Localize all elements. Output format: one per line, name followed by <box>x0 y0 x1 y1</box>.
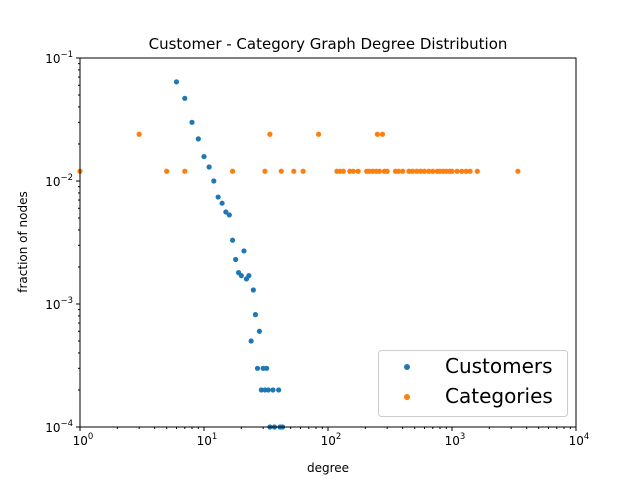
legend-marker-categories <box>404 394 410 400</box>
category-point <box>136 131 142 137</box>
category-point <box>409 168 416 174</box>
plot-frame <box>79 57 577 428</box>
customer-point <box>256 328 263 334</box>
x-axis-label: degree <box>307 461 349 475</box>
customer-point <box>206 164 212 170</box>
axis-ticks: 100 101 102 103 104 10−4 10−3 10−2 10−1 <box>45 50 589 448</box>
x-tick-label: 102 <box>321 432 342 448</box>
y-tick-label: 10−1 <box>45 50 73 66</box>
legend-label-customers: Customers <box>445 354 553 378</box>
category-point <box>355 168 361 174</box>
category-point <box>400 168 406 174</box>
customer-point <box>238 273 244 279</box>
category-point <box>291 168 297 174</box>
legend: Customers Categories <box>378 350 568 417</box>
data-points <box>77 79 521 430</box>
customer-point <box>252 312 259 318</box>
category-point <box>316 131 322 137</box>
customer-point <box>254 365 261 371</box>
customer-point <box>264 365 270 371</box>
category-point <box>426 168 432 174</box>
customer-point <box>270 387 276 393</box>
category-point <box>164 168 170 174</box>
category-point <box>379 131 386 137</box>
customer-point <box>189 119 195 125</box>
customer-point <box>246 273 252 279</box>
x-tick-label: 100 <box>73 432 94 448</box>
category-point <box>459 168 465 174</box>
legend-marker-customers <box>404 364 410 370</box>
category-point <box>182 168 188 174</box>
category-point <box>376 168 383 174</box>
customer-point <box>182 95 188 101</box>
category-point <box>366 168 372 174</box>
customer-point <box>276 387 282 393</box>
customer-point <box>219 200 225 206</box>
customer-point <box>229 237 236 243</box>
y-axis-label: fraction of nodes <box>16 191 30 293</box>
y-tick-label: 10−4 <box>45 419 73 435</box>
legend-label-categories: Categories <box>445 384 553 408</box>
customer-point <box>233 256 239 263</box>
customer-point <box>215 194 221 200</box>
category-point <box>350 168 356 174</box>
customer-point <box>226 212 232 218</box>
customer-point <box>248 338 254 344</box>
category-point <box>467 168 473 174</box>
category-point <box>430 168 436 174</box>
category-point <box>374 131 380 137</box>
category-point <box>340 168 346 174</box>
chart-title: Customer - Category Graph Degree Distrib… <box>149 35 508 53</box>
category-point <box>384 168 390 174</box>
y-tick-label: 10−3 <box>45 296 73 312</box>
category-point <box>463 168 469 174</box>
category-point <box>454 168 460 174</box>
category-point <box>414 168 420 174</box>
customer-point <box>173 79 180 85</box>
customer-point <box>195 136 201 142</box>
x-tick-label: 103 <box>445 432 466 448</box>
category-point <box>395 168 402 174</box>
customer-point <box>265 387 271 393</box>
category-point <box>474 168 480 174</box>
category-point <box>229 168 236 174</box>
category-point <box>449 168 455 174</box>
category-point <box>421 168 428 174</box>
x-tick-label: 101 <box>197 432 218 448</box>
y-tick-label: 10−2 <box>45 173 73 189</box>
customer-point <box>250 287 256 293</box>
customer-point <box>201 153 207 160</box>
customer-point <box>258 387 264 393</box>
category-point <box>262 168 268 174</box>
category-point <box>300 168 306 174</box>
legend-box <box>378 350 568 417</box>
customer-point <box>223 209 229 215</box>
category-point <box>515 168 521 174</box>
category-point <box>278 168 284 174</box>
category-point <box>267 131 273 137</box>
category-point <box>418 168 424 174</box>
customer-point <box>211 178 217 184</box>
x-tick-label: 104 <box>569 432 590 448</box>
customer-point <box>241 248 247 254</box>
